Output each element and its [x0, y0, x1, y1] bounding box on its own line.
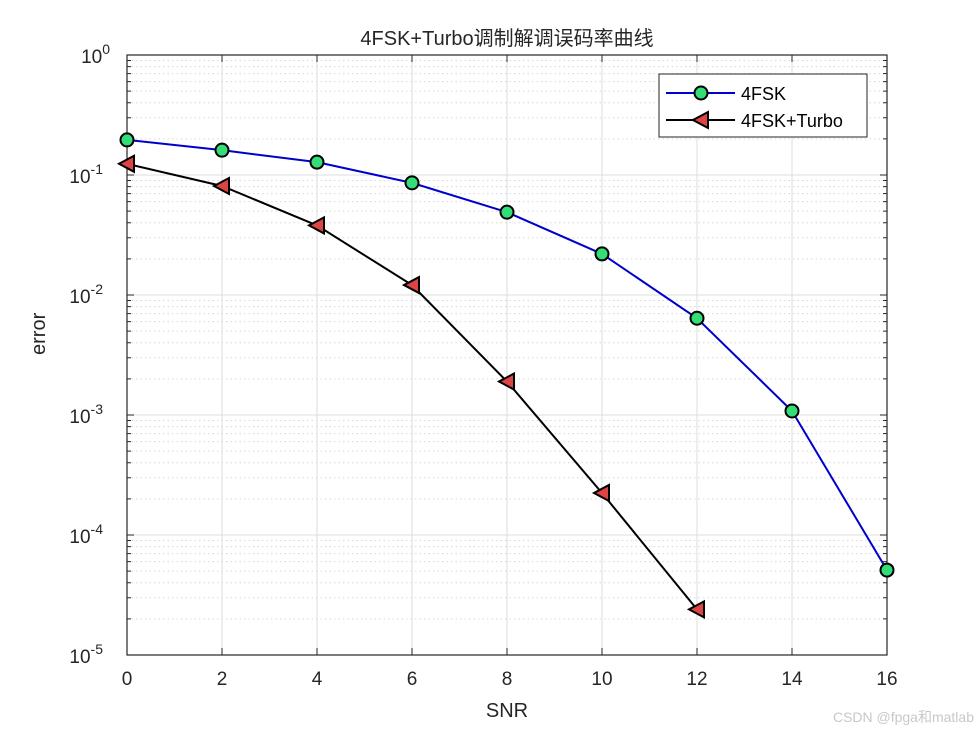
- data-point-circle: [784, 403, 800, 419]
- ticks: 0 2 4 6 8 10 12 14 16 10-5 10-4 10-3 10-2 10-1 100: [69, 41, 897, 690]
- x-tick-label: 12: [686, 669, 707, 690]
- x-tick-label: 14: [781, 669, 803, 690]
- y-tick-label: 10-5: [69, 641, 103, 668]
- data-point-circle: [693, 85, 709, 101]
- chart-title: 4FSK+Turbo调制解调误码率曲线: [360, 28, 654, 50]
- data-point-triangle: [690, 110, 709, 130]
- x-tick-label: 6: [407, 669, 418, 690]
- data-point-circle: [404, 175, 420, 191]
- y-tick-label: 10-3: [69, 401, 103, 428]
- data-point-triangle: [401, 275, 420, 295]
- x-tick-label: 2: [217, 669, 228, 690]
- data-point-circle: [309, 154, 325, 170]
- x-tick-label: 0: [122, 669, 133, 690]
- legend-label: 4FSK+Turbo: [741, 111, 843, 131]
- data-point-triangle: [116, 154, 135, 174]
- data-point-triangle: [306, 215, 325, 236]
- data-point-circle: [119, 132, 135, 148]
- y-tick-label: 100: [81, 41, 110, 68]
- x-axis-label: SNR: [485, 700, 529, 722]
- data-point-triangle: [496, 371, 515, 392]
- watermark: CSDN @fpga和matlab: [832, 709, 974, 725]
- series-4fsk: [119, 132, 895, 578]
- grid: [126, 54, 888, 656]
- x-tick-label: 16: [876, 669, 897, 690]
- data-point-triangle: [591, 483, 610, 503]
- data-point-circle: [594, 246, 610, 262]
- data-point-circle: [689, 310, 705, 326]
- data-point-circle: [499, 204, 515, 220]
- y-tick-label: 10-4: [69, 521, 103, 548]
- legend: 4FSK 4FSK+Turbo: [658, 73, 868, 138]
- legend-label: 4FSK: [741, 84, 786, 104]
- x-tick-label: 8: [502, 669, 513, 690]
- y-tick-label: 10-2: [69, 281, 103, 308]
- data-point-circle: [879, 562, 895, 578]
- data-point-circle: [214, 142, 230, 158]
- series-4fsk-turbo: [116, 154, 705, 620]
- y-tick-label: 10-1: [69, 161, 103, 188]
- x-tick-label: 10: [591, 669, 612, 690]
- data-point-triangle: [686, 599, 705, 620]
- data-point-triangle: [211, 176, 230, 196]
- x-tick-label: 4: [312, 669, 323, 690]
